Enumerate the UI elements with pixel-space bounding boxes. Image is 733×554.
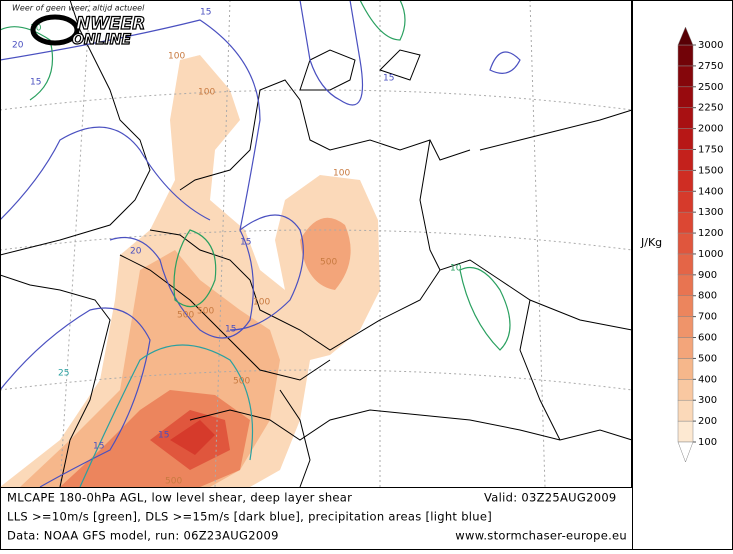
colorbar-label: 800 <box>698 291 717 302</box>
colorbar-segment <box>677 128 694 150</box>
colorbar-label: 2750 <box>698 61 723 72</box>
colorbar-segment <box>677 86 694 108</box>
colorbar-top-arrow <box>677 26 694 46</box>
colorbar-segment <box>677 211 694 234</box>
colorbar-label: 2500 <box>698 82 723 93</box>
contour-label: 10 <box>30 24 42 34</box>
colorbar-bottom-arrow <box>677 441 694 463</box>
contour-label: 15 <box>240 238 251 248</box>
colorbar-segment <box>677 232 694 255</box>
colorbar-label: 1750 <box>698 144 723 155</box>
colorbar-segment <box>677 316 694 338</box>
contour-label: 100 <box>168 52 185 62</box>
colorbar-label: 1200 <box>698 228 723 239</box>
cape-area <box>170 420 215 455</box>
colorbar-segment <box>677 358 694 380</box>
contour-label: 500 <box>197 307 214 317</box>
colorbar-label: 3000 <box>698 40 723 51</box>
caption-site: www.stormchaser-europe.eu <box>455 529 627 543</box>
contour-label: 100 <box>333 169 350 179</box>
contour-label: 15 <box>158 431 169 441</box>
logo-text: NWEER <box>76 14 145 34</box>
logo: Weer of geen weer, altijd actueel NWEER … <box>12 4 146 49</box>
contour-label: 100 <box>253 298 270 308</box>
colorbar-label: 1400 <box>698 186 723 197</box>
colorbar-segment <box>677 295 694 317</box>
colorbar-label: 2000 <box>698 124 723 135</box>
contour-label: 500 <box>177 311 194 321</box>
coastline <box>0 0 633 488</box>
caption-valid: Valid: 03Z25AUG2009 <box>484 491 617 505</box>
contour-label: 500 <box>165 477 182 487</box>
colorbar-label: 1000 <box>698 249 723 260</box>
logo-text: ONLINE <box>72 32 131 48</box>
colorbar-label: 400 <box>698 374 717 385</box>
cape-area <box>300 217 351 290</box>
logo-o <box>30 14 80 46</box>
colorbar-segment <box>677 44 694 67</box>
colorbar-segment <box>677 191 694 213</box>
caption-title: MLCAPE 180-0hPa AGL, low level shear, de… <box>7 491 352 505</box>
colorbar-segment <box>677 253 694 276</box>
unit-label: J/Kg <box>640 236 662 249</box>
colorbar-label: 600 <box>698 333 717 344</box>
caption-legend: LLS >=10m/s [green], DLS >=15m/s [dark b… <box>7 510 492 524</box>
contour-label: 10 <box>450 264 462 274</box>
contour-label: 15 <box>383 74 394 84</box>
contour-labels: 20 15 100 15 100 100 20 15 500 500 500 1… <box>12 8 462 487</box>
map: 20 15 100 15 100 100 20 15 500 500 500 1… <box>0 0 633 488</box>
contour-label: 15 <box>225 325 236 335</box>
colorbar-label: 1500 <box>698 165 723 176</box>
contour-label: 25 <box>58 369 69 379</box>
colorbar-label: 500 <box>698 353 717 364</box>
contour-label: 20 <box>130 247 142 257</box>
colorbar: 100 200 300 400 500 600 700 800 900 1000 1200 1300 1… <box>677 26 723 463</box>
colorbar-label: 200 <box>698 416 717 427</box>
graticule <box>0 0 633 488</box>
contour-label: 500 <box>233 377 250 387</box>
contour <box>0 0 521 488</box>
colorbar-segment <box>677 170 694 192</box>
colorbar-label: 700 <box>698 312 717 323</box>
colorbar-label: 2250 <box>698 103 723 114</box>
contour-label: 15 <box>200 8 211 18</box>
colorbar-segment <box>677 337 694 359</box>
contour-label: 500 <box>320 258 337 268</box>
colorbar-segment <box>677 274 694 296</box>
colorbar-segment <box>677 65 694 88</box>
colorbar-segment <box>677 149 694 171</box>
contour-label: 15 <box>93 442 104 452</box>
colorbar-label: 100 <box>698 437 717 448</box>
caption-data: Data: NOAA GFS model, run: 06Z23AUG2009 <box>7 529 279 543</box>
colorbar-segment <box>677 107 694 129</box>
contour-label: 15 <box>30 78 41 88</box>
contour-label: 100 <box>198 88 215 98</box>
colorbar-label: 300 <box>698 395 717 406</box>
logo-tagline: Weer of geen weer, altijd actueel <box>12 4 145 13</box>
colorbar-segment <box>677 379 694 401</box>
colorbar-segment <box>677 420 694 443</box>
colorbar-label: 1300 <box>698 207 723 218</box>
colorbar-segment <box>677 399 694 422</box>
contour-label: 20 <box>12 41 24 51</box>
colorbar-label: 900 <box>698 270 717 281</box>
